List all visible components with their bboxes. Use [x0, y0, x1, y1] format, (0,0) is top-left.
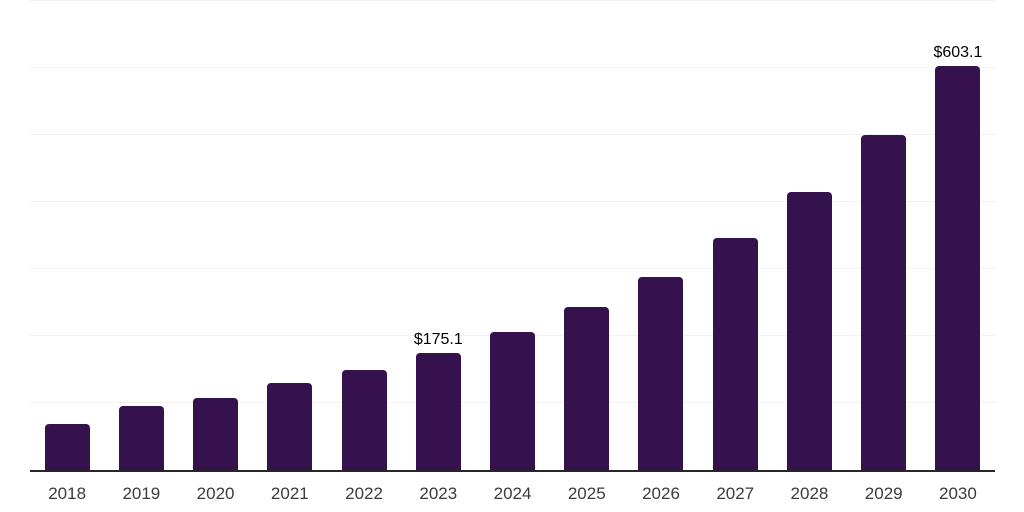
gridline-500 [30, 134, 995, 135]
bar-slot-2021 [253, 1, 327, 470]
bar-slot-2024 [475, 1, 549, 470]
bar-2028 [786, 192, 832, 470]
x-tick-2030: 2030 [939, 484, 977, 503]
gridline-700 [30, 0, 995, 1]
gridline-400 [30, 201, 995, 202]
x-tick-2022: 2022 [345, 484, 383, 503]
bar-2027 [712, 237, 758, 470]
bar-slot-2018 [30, 1, 104, 470]
x-tick-2027: 2027 [716, 484, 755, 503]
bar-2019 [118, 406, 164, 470]
bar-2029 [861, 135, 907, 470]
x-tick-2018: 2018 [48, 484, 87, 503]
bar-slot-2022 [327, 1, 401, 470]
x-tick-2028: 2028 [790, 484, 829, 503]
x-tick-2025: 2025 [567, 484, 606, 503]
bar-2026 [638, 276, 684, 470]
plot-area: $175.1 $603.1 [30, 0, 995, 472]
bar-slot-2025 [550, 1, 624, 470]
x-tick-2021: 2021 [270, 484, 309, 503]
bar-2024 [490, 331, 536, 470]
bars-row: $175.1 $603.1 [30, 1, 995, 470]
x-tick-2019: 2019 [122, 484, 161, 503]
x-tick-2023: 2023 [419, 484, 458, 503]
value-label-2030: $603.1 [933, 44, 983, 62]
x-axis-labels: 2018 2019 2020 2021 2022 2023 2024 2025 2026 2027… [30, 472, 995, 512]
bar-slot-2030: $603.1 [921, 1, 995, 470]
bar-slot-2023: $175.1 [401, 1, 475, 470]
bar-slot-2029 [847, 1, 921, 470]
value-label-2023: $175.1 [413, 331, 463, 349]
bar-2022 [341, 369, 387, 470]
x-tick-2024: 2024 [493, 484, 532, 503]
bar-slot-2020 [178, 1, 252, 470]
bar-2020 [193, 397, 239, 470]
bar-2021 [267, 382, 313, 470]
bar-slot-2026 [624, 1, 698, 470]
x-tick-2029: 2029 [864, 484, 903, 503]
gridline-300 [30, 268, 995, 269]
bar-slot-2028 [772, 1, 846, 470]
bar-2018 [44, 423, 90, 470]
gridline-600 [30, 67, 995, 68]
bar-slot-2019 [104, 1, 178, 470]
bar-2030 [935, 65, 981, 470]
bar-2023 [415, 352, 461, 470]
bar-2025 [564, 307, 610, 470]
bar-slot-2027 [698, 1, 772, 470]
x-tick-2026: 2026 [642, 484, 680, 503]
x-tick-2020: 2020 [196, 484, 235, 503]
